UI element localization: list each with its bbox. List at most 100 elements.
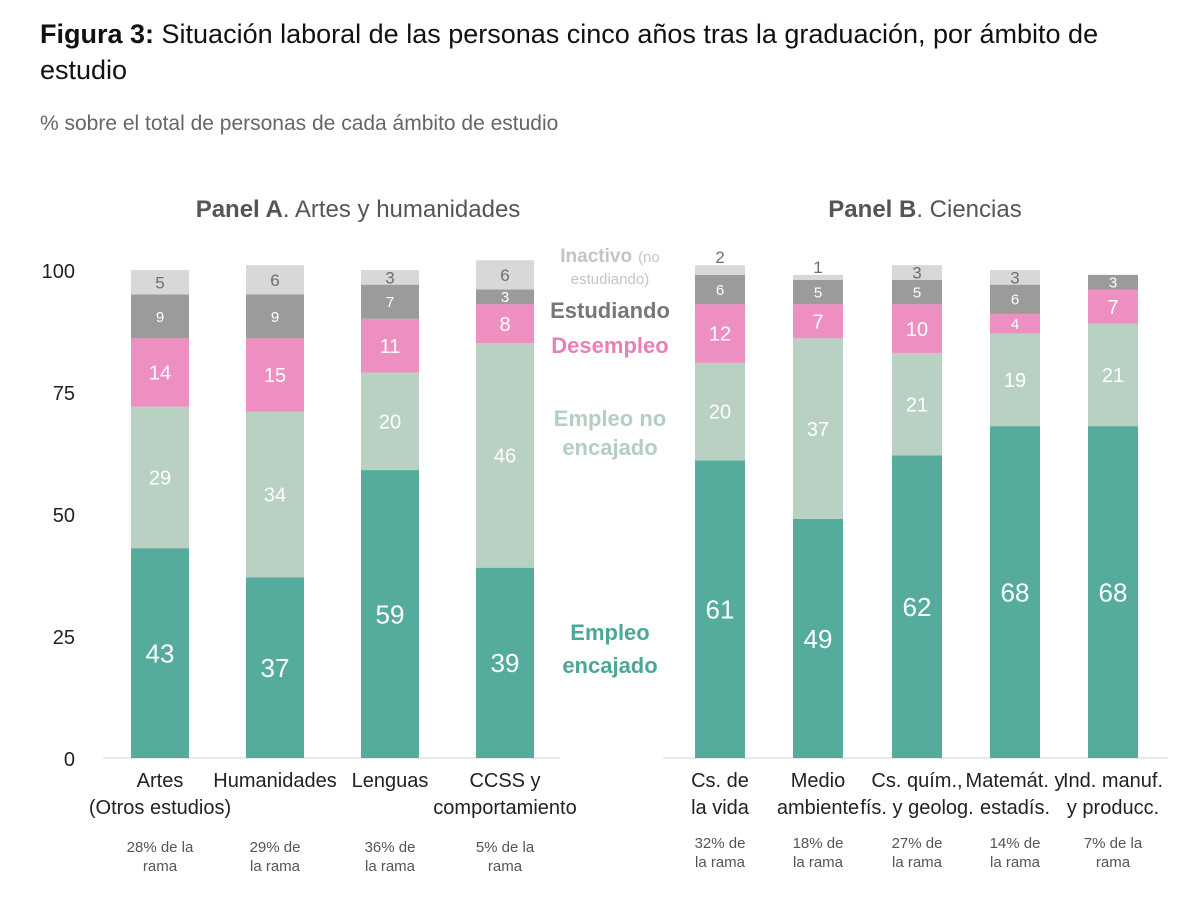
data-label: 68	[1099, 577, 1128, 607]
share-label-line: 5% de la	[476, 839, 535, 856]
category-label-line: (Otros estudios)	[89, 797, 231, 819]
category-label: Matemát. y estadís.	[966, 770, 1065, 819]
bar-segment-empleo_no_encajado	[892, 352, 942, 456]
bar-segment-estudiando	[695, 274, 745, 305]
share-label-line: la rama	[990, 854, 1041, 871]
data-label: 19	[1004, 370, 1026, 392]
bar-segment-empleo_no_encajado	[246, 411, 304, 578]
data-label: 43	[146, 638, 175, 668]
data-label: 15	[264, 365, 286, 387]
panel-title: Panel B. Ciencias	[828, 196, 1021, 223]
share-label-line: 32% de	[695, 835, 746, 852]
data-label: 61	[706, 595, 735, 625]
data-label: 5	[155, 273, 164, 292]
bar-segment-inactivo	[793, 274, 843, 280]
category-label-line: comportamiento	[433, 797, 576, 819]
data-label: 68	[1001, 577, 1030, 607]
category-label: Medio ambiente	[777, 770, 859, 819]
data-label: 34	[264, 485, 286, 507]
legend-inactivo-note: (no	[638, 249, 660, 266]
bar-segment-estudiando	[131, 294, 189, 339]
share-label-line: rama	[143, 858, 178, 875]
bar-segment-empleo_encajado	[695, 460, 745, 758]
share-label: 28% de la rama	[127, 839, 194, 875]
bar-segment-desempleo	[246, 338, 304, 412]
data-label: 3	[385, 268, 394, 287]
share-label-line: 14% de	[990, 835, 1041, 852]
share-label-line: 36% de	[365, 839, 416, 856]
bar-segment-desempleo	[361, 318, 419, 373]
share-label-line: 18% de	[793, 835, 844, 852]
data-label: 3	[501, 289, 509, 306]
category-label-line: Lenguas	[352, 770, 429, 792]
panel-title-bold: Panel A	[196, 196, 283, 223]
category-label: Artes (Otros estudios)	[89, 770, 231, 819]
data-label: 21	[1102, 365, 1124, 387]
data-label: 8	[499, 314, 510, 336]
data-label: 11	[380, 336, 401, 358]
share-label-line: rama	[488, 858, 523, 875]
bar-segment-estudiando	[361, 284, 419, 319]
y-tick-label: 50	[53, 505, 75, 527]
share-label-line: la rama	[365, 858, 416, 875]
data-label: 20	[709, 402, 731, 424]
bar-segment-empleo_encajado	[246, 577, 304, 758]
data-label: 7	[812, 311, 823, 333]
category-label-line: y producc.	[1067, 797, 1159, 819]
data-label: 6	[500, 266, 509, 285]
data-label: 10	[906, 319, 928, 341]
category-label-line: Matemát. y	[966, 770, 1065, 792]
data-label: 29	[149, 468, 171, 490]
panel-title-rest: . Artes y humanidades	[283, 196, 520, 223]
data-label: 4	[1011, 316, 1019, 333]
figure-title-text: Situación laboral de las personas cinco …	[40, 19, 1099, 85]
bar-segment-empleo_encajado	[131, 548, 189, 758]
share-label: 7% de la rama	[1084, 835, 1143, 871]
data-label: 46	[494, 446, 516, 468]
figure-subtitle: % sobre el total de personas de cada ámb…	[40, 112, 559, 135]
bar-segment-empleo_encajado	[476, 567, 534, 758]
data-label: 39	[491, 648, 520, 678]
data-label: 20	[379, 411, 401, 433]
bar-segment-inactivo	[892, 265, 942, 280]
legend-empleo-encajado-1: Empleo	[570, 620, 649, 645]
share-label-line: rama	[1096, 854, 1131, 871]
category-label-line: Medio	[791, 770, 845, 792]
share-label-line: 29% de	[250, 839, 301, 856]
category-label: Lenguas	[352, 770, 429, 792]
data-label: 6	[716, 282, 724, 299]
y-tick-label: 25	[53, 627, 75, 649]
bar-segment-empleo_no_encajado	[131, 406, 189, 549]
share-label: 27% de la rama	[892, 835, 943, 871]
bar-segment-empleo_encajado	[793, 518, 843, 758]
bar-segment-desempleo	[990, 313, 1040, 334]
category-label: Ind. manuf. y producc.	[1063, 770, 1163, 819]
share-label-line: 7% de la	[1084, 835, 1143, 852]
bar-segment-empleo_no_encajado	[695, 362, 745, 461]
figure-label: Figura 3:	[40, 19, 155, 49]
bar-segment-empleo_no_encajado	[990, 333, 1040, 427]
category-label-line: Cs. de	[691, 770, 749, 792]
data-label: 6	[270, 271, 279, 290]
data-label: 49	[804, 624, 833, 654]
bar-segment-inactivo	[246, 265, 304, 295]
bar-segment-inactivo	[131, 270, 189, 295]
data-label: 9	[156, 309, 164, 326]
share-label: 5% de la rama	[476, 839, 535, 875]
legend-empleo-no-encajado-1: Empleo no	[554, 406, 666, 431]
data-label: 21	[906, 394, 928, 416]
bar-segment-empleo_encajado	[1088, 426, 1138, 758]
data-label: 3	[912, 264, 921, 283]
y-tick-label: 75	[53, 383, 75, 405]
bar-segment-desempleo	[1088, 289, 1138, 324]
bar-segment-empleo_no_encajado	[793, 338, 843, 519]
category-label-line: Ind. manuf.	[1063, 770, 1163, 792]
bar-segment-estudiando	[892, 279, 942, 305]
legend-inactivo: Inactivo (no	[560, 246, 660, 267]
bar-segment-inactivo	[361, 270, 419, 285]
data-label: 62	[903, 592, 932, 622]
category-label-line: CCSS y	[469, 770, 540, 792]
bar-segment-desempleo	[476, 304, 534, 344]
